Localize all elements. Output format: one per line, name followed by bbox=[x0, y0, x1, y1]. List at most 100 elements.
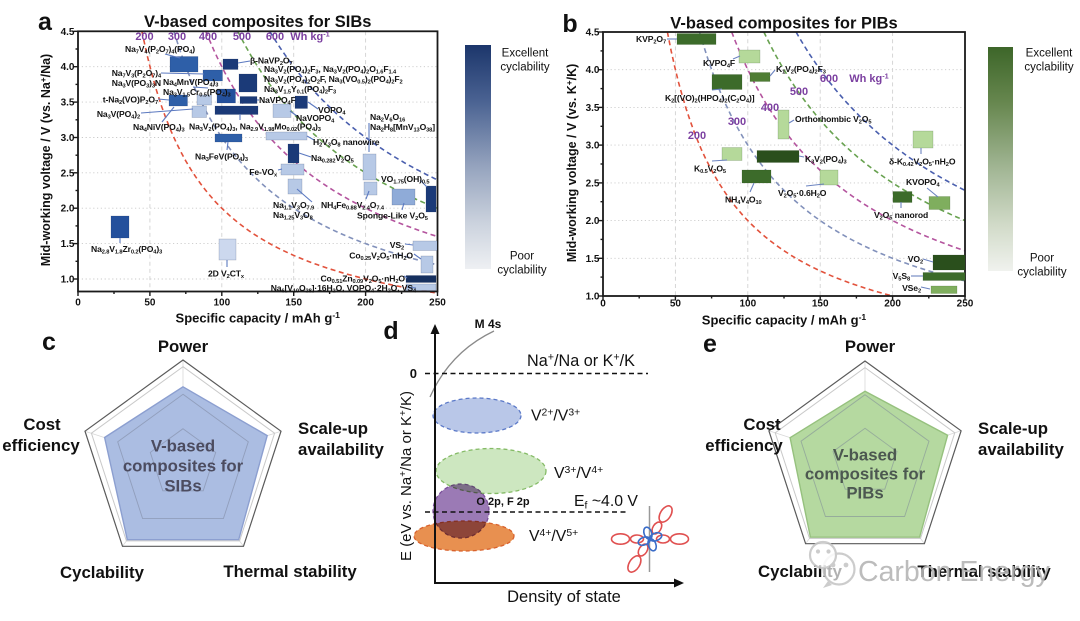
svg-text:H2V3O8 nanowire: H2V3O8 nanowire bbox=[313, 137, 380, 148]
svg-text:a: a bbox=[38, 8, 53, 36]
svg-text:600: 600 bbox=[266, 31, 284, 43]
svg-text:500: 500 bbox=[233, 31, 251, 43]
svg-text:V-based composites for PIBs: V-based composites for PIBs bbox=[670, 15, 897, 33]
svg-text:100: 100 bbox=[739, 299, 756, 310]
svg-text:E (eV vs. Na+/Na or K+/K): E (eV vs. Na+/Na or K+/K) bbox=[398, 391, 415, 561]
svg-text:50: 50 bbox=[144, 298, 156, 309]
svg-text:3.0: 3.0 bbox=[586, 141, 600, 152]
svg-text:NaVOPO4: NaVOPO4 bbox=[296, 113, 335, 124]
svg-text:Sponge-Like V2O5: Sponge-Like V2O5 bbox=[357, 211, 428, 222]
svg-text:NH4Fe0.88V2.4O7.4: NH4Fe0.88V2.4O7.4 bbox=[321, 200, 385, 211]
svg-text:PIBs: PIBs bbox=[846, 484, 883, 503]
svg-text:Ef ~4.0 V: Ef ~4.0 V bbox=[574, 493, 638, 512]
svg-text:Na2H8[MnV13O38]: Na2H8[MnV13O38] bbox=[370, 122, 435, 133]
svg-text:Na6[V10O28]·16H2O, VOPO4·2H2O,: Na6[V10O28]·16H2O, VOPO4·2H2O, VS4 bbox=[271, 283, 417, 294]
svg-text:Power: Power bbox=[158, 337, 209, 356]
svg-text:Specific capacity / mAh g-1: Specific capacity / mAh g-1 bbox=[176, 310, 341, 325]
svg-text:d: d bbox=[383, 317, 398, 345]
svg-text:Wh kg-1: Wh kg-1 bbox=[290, 29, 330, 43]
svg-text:Excellent: Excellent bbox=[1026, 48, 1073, 60]
svg-text:Poor: Poor bbox=[510, 251, 534, 263]
svg-text:2.0: 2.0 bbox=[61, 204, 75, 215]
svg-text:Carbon Energy: Carbon Energy bbox=[858, 556, 1050, 588]
svg-text:Na3V2(PO4)3, Na2.9V1.98Mo0.02(: Na3V2(PO4)3, Na2.9V1.98Mo0.02(PO4)3 bbox=[189, 122, 321, 133]
svg-text:Cost: Cost bbox=[23, 415, 61, 434]
svg-text:e: e bbox=[703, 330, 717, 358]
svg-text:1.0: 1.0 bbox=[61, 275, 75, 286]
svg-text:4.5: 4.5 bbox=[61, 27, 75, 38]
svg-text:Orthorhombic V2O5: Orthorhombic V2O5 bbox=[795, 114, 871, 125]
svg-text:O 2p, F 2p: O 2p, F 2p bbox=[476, 496, 529, 508]
svg-text:Scale-up: Scale-up bbox=[978, 419, 1048, 438]
svg-text:Na1.1V3O7.9: Na1.1V3O7.9 bbox=[273, 200, 314, 211]
svg-text:Co0.51Zn0.09V2O5·nH2O: Co0.51Zn0.09V2O5·nH2O bbox=[320, 274, 405, 285]
svg-text:K2[(VO)2(HPO4)2(C2O4)]: K2[(VO)2(HPO4)2(C2O4)] bbox=[665, 93, 755, 104]
svg-text:0: 0 bbox=[600, 299, 606, 310]
svg-text:400: 400 bbox=[199, 31, 217, 43]
svg-text:Na3V2(PO4)2O2F, Na3(VO0.5)2(PO: Na3V2(PO4)2O2F, Na3(VO0.5)2(PO4)2F2 bbox=[264, 74, 403, 85]
svg-text:Wh kg-1: Wh kg-1 bbox=[849, 71, 889, 85]
svg-text:Power: Power bbox=[845, 337, 896, 356]
svg-text:Na4MnV(PO4)3: Na4MnV(PO4)3 bbox=[163, 77, 218, 88]
svg-text:2.5: 2.5 bbox=[61, 168, 75, 179]
svg-text:Poor: Poor bbox=[1030, 253, 1054, 265]
svg-text:M 4s: M 4s bbox=[475, 317, 502, 331]
svg-text:Co0.25V2O5·nH2O: Co0.25V2O5·nH2O bbox=[349, 251, 413, 262]
svg-text:KVOPO4: KVOPO4 bbox=[906, 177, 940, 188]
svg-text:β-NaVP2O7: β-NaVP2O7 bbox=[250, 56, 293, 67]
svg-text:200: 200 bbox=[884, 299, 901, 310]
svg-text:K0.5V2O5: K0.5V2O5 bbox=[694, 164, 726, 175]
svg-text:Density of state: Density of state bbox=[507, 588, 621, 606]
svg-text:Excellent: Excellent bbox=[502, 48, 549, 60]
svg-text:Na3V(PO3)3N: Na3V(PO3)3N bbox=[112, 78, 161, 89]
svg-text:150: 150 bbox=[812, 299, 829, 310]
svg-text:Na3V1.5Y0.1(PO4)2F3: Na3V1.5Y0.1(PO4)2F3 bbox=[264, 84, 336, 95]
svg-text:cyclability: cyclability bbox=[497, 265, 546, 277]
svg-text:t-Na2(VO)P2O7: t-Na2(VO)P2O7 bbox=[103, 95, 158, 106]
svg-text:Mid-working voltage / V (vs. N: Mid-working voltage / V (vs. Na+/Na) bbox=[39, 54, 53, 266]
svg-text:600: 600 bbox=[820, 73, 838, 85]
svg-text:Na+/Na or K+/K: Na+/Na or K+/K bbox=[527, 352, 635, 370]
svg-text:Na7V4(P2O7)4(PO4): Na7V4(P2O7)4(PO4) bbox=[125, 44, 195, 55]
svg-text:Cyclability: Cyclability bbox=[60, 563, 145, 582]
svg-text:Na1.25V3O8: Na1.25V3O8 bbox=[273, 210, 313, 221]
svg-text:0: 0 bbox=[75, 298, 81, 309]
svg-text:SIBs: SIBs bbox=[164, 477, 201, 496]
svg-text:Na3V2(PO4)2F3, Na3V2(PO4)2O1.6: Na3V2(PO4)2F3, Na3V2(PO4)2O1.6F1.4 bbox=[264, 64, 397, 75]
svg-text:300: 300 bbox=[168, 31, 186, 43]
svg-text:Mid-working voltage / V (vs. K: Mid-working voltage / V (vs. K+/K) bbox=[565, 64, 579, 263]
svg-text:efficiency: efficiency bbox=[705, 436, 783, 455]
svg-text:Thermal stability: Thermal stability bbox=[917, 562, 1051, 581]
svg-text:500: 500 bbox=[790, 86, 808, 98]
svg-text:0: 0 bbox=[410, 366, 417, 381]
svg-text:b: b bbox=[562, 10, 577, 38]
svg-text:VS2: VS2 bbox=[390, 240, 404, 251]
svg-text:Na2.8V1.8Zr0.2(PO4)3: Na2.8V1.8Zr0.2(PO4)3 bbox=[91, 244, 162, 255]
svg-text:Na3V1.5Cr0.5(PO4)3: Na3V1.5Cr0.5(PO4)3 bbox=[163, 87, 231, 98]
svg-text:Na3V(PO4)2: Na3V(PO4)2 bbox=[97, 109, 140, 120]
svg-text:4.0: 4.0 bbox=[586, 65, 600, 76]
svg-text:c: c bbox=[42, 328, 56, 356]
svg-text:Fe-VOx: Fe-VOx bbox=[249, 167, 278, 178]
svg-text:300: 300 bbox=[728, 116, 746, 128]
svg-text:availability: availability bbox=[298, 440, 384, 459]
svg-text:VSe2: VSe2 bbox=[902, 283, 921, 294]
svg-text:cyclability: cyclability bbox=[500, 62, 549, 74]
svg-text:4.5: 4.5 bbox=[586, 28, 600, 39]
svg-text:V-based: V-based bbox=[151, 437, 215, 456]
svg-text:Scale-up: Scale-up bbox=[298, 419, 368, 438]
svg-text:3.5: 3.5 bbox=[586, 103, 600, 114]
svg-text:50: 50 bbox=[670, 299, 682, 310]
svg-text:3.5: 3.5 bbox=[61, 98, 75, 109]
svg-text:1.0: 1.0 bbox=[586, 292, 600, 303]
svg-text:250: 250 bbox=[429, 298, 446, 309]
svg-text:K3V2(PO4)3: K3V2(PO4)3 bbox=[805, 154, 847, 165]
svg-text:V-based composites for SIBs: V-based composites for SIBs bbox=[144, 13, 371, 31]
svg-text:VOPO4: VOPO4 bbox=[318, 105, 346, 116]
svg-text:NaVPO4F: NaVPO4F bbox=[259, 95, 296, 106]
svg-text:V5S8: V5S8 bbox=[893, 271, 910, 282]
svg-text:Na2V6O16: Na2V6O16 bbox=[370, 112, 405, 123]
svg-text:1.5: 1.5 bbox=[586, 254, 600, 265]
svg-text:150: 150 bbox=[285, 298, 302, 309]
svg-text:200: 200 bbox=[357, 298, 374, 309]
